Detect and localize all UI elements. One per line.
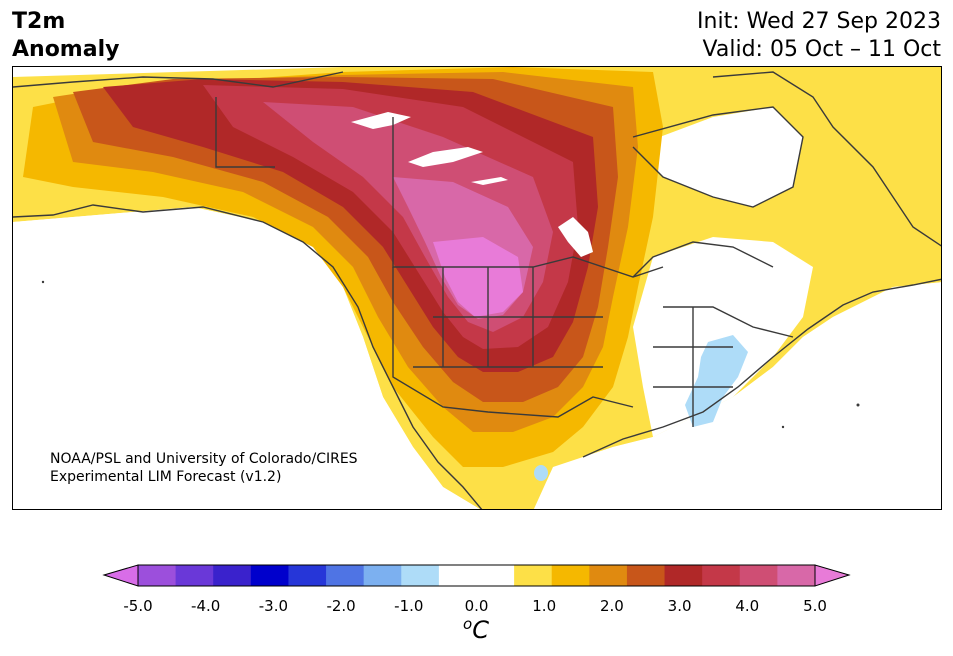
ocean-atlantic — [583, 282, 941, 509]
great-bear-lake — [408, 147, 483, 167]
title-line-2: Anomaly — [12, 37, 120, 62]
cold-anomaly-appalachians — [685, 335, 748, 427]
cold-anomaly-mexico — [534, 465, 548, 481]
colorbar-segment — [664, 565, 703, 586]
colorbar-tick-label: 5.0 — [803, 597, 827, 615]
colorbar-min-extension — [102, 564, 139, 587]
colorbar-tick-label: -4.0 — [191, 597, 221, 615]
map-canvas — [13, 67, 941, 509]
anomaly-band-8 — [433, 237, 523, 317]
colorbar-tick-label: 2.0 — [599, 597, 624, 615]
colorbar-segment — [250, 565, 289, 586]
colorbar-outline — [137, 564, 816, 587]
boundaries — [13, 71, 941, 509]
colorbar-segment — [589, 565, 628, 586]
lake-winnipeg — [558, 217, 593, 257]
map-credit: NOAA/PSL and University of Colorado/CIRE… — [50, 450, 358, 486]
colorbar-segment — [476, 565, 515, 586]
colorbar-segment — [514, 565, 553, 586]
anomaly-map[interactable]: NOAA/PSL and University of Colorado/CIRE… — [12, 66, 942, 510]
colorbar-svg — [102, 564, 851, 587]
colorbar-segment — [288, 565, 327, 586]
colorbar-segment — [777, 565, 816, 586]
colorbar-segment — [551, 565, 590, 586]
colorbar-segment — [326, 565, 365, 586]
credit-line-1: NOAA/PSL and University of Colorado/CIRE… — [50, 451, 358, 467]
colorbar-segment — [702, 565, 741, 586]
colorbar-unit: oC — [463, 615, 489, 644]
colorbar-segment — [175, 565, 214, 586]
colorbar-tick-label: 4.0 — [735, 597, 760, 615]
title-line-1: T2m — [12, 9, 66, 34]
colorbar-segment — [626, 565, 666, 586]
colorbar-tick-label: 3.0 — [667, 597, 692, 615]
great-slave-lake — [351, 112, 411, 129]
colorbar-tick-label: -5.0 — [123, 597, 153, 615]
colorbar-tick-label: 0.0 — [464, 597, 489, 615]
colorbar-tick-label: -1.0 — [394, 597, 424, 615]
colorbar-segments — [138, 565, 816, 586]
lake-athabasca — [471, 177, 508, 185]
colorbar-tick-label: -2.0 — [326, 597, 356, 615]
colorbar-segment — [363, 565, 402, 586]
init-date: Init: Wed 27 Sep 2023 — [697, 9, 941, 34]
colorbar-segment — [213, 565, 252, 586]
colorbar-tick-label: -3.0 — [258, 597, 289, 615]
valid-range: Valid: 05 Oct – 11 Oct — [702, 37, 941, 62]
colorbar-tick-label: 1.0 — [532, 597, 557, 615]
credit-line-2: Experimental LIM Forecast (v1.2) — [50, 469, 282, 485]
colorbar-segment — [739, 565, 778, 586]
colorbar: -5.0 -4.0 -3.0 -2.0 -1.0 0.0 1.0 2.0 3.0 4.0 5.0 o… — [0, 555, 953, 650]
colorbar-max-extension — [814, 564, 851, 587]
ocean-pacific — [13, 207, 480, 509]
islands — [41, 280, 860, 429]
forecast-dates: Init: Wed 27 Sep 2023 Valid: 05 Oct – 11… — [697, 8, 941, 64]
map-title: T2m Anomaly — [12, 8, 119, 64]
colorbar-segment — [438, 565, 477, 586]
colorbar-segment — [138, 565, 177, 586]
colorbar-segment — [401, 565, 440, 586]
